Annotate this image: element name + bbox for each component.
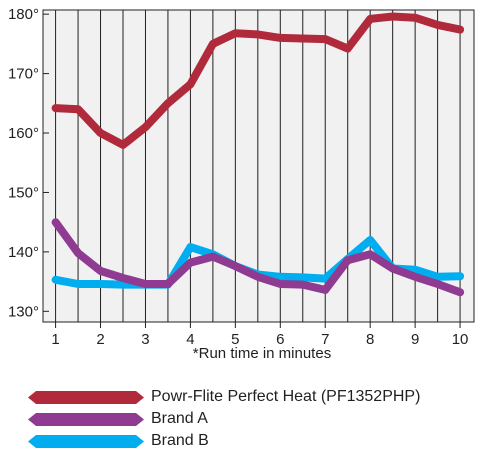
x-tick-label-5: 6	[276, 331, 284, 348]
legend-swatch-series-0	[28, 390, 144, 404]
legend-label-series-0: Powr-Flite Perfect Heat (PF1352PHP)	[151, 388, 421, 405]
series-line-1	[51, 218, 465, 297]
x-tick-label-0: 1	[51, 331, 59, 348]
x-tick-label-2: 3	[141, 331, 149, 348]
y-tick-label-3: 160°	[8, 125, 39, 142]
series-lines	[51, 12, 465, 297]
x-tick-label-8: 9	[411, 331, 419, 348]
legend-label-series-2: Brand B	[151, 432, 209, 449]
x-tick-label-7: 8	[366, 331, 374, 348]
y-axis: 130° 140° 150° 160° 170° 180°	[8, 6, 49, 320]
legend-label-series-1: Brand A	[151, 410, 208, 427]
x-tick-label-9: 10	[452, 331, 469, 348]
legend-swatch-series-2	[28, 434, 144, 448]
y-tick-label-0: 130°	[8, 303, 39, 320]
legend-item-series-1: Brand A	[28, 408, 420, 430]
x-tick-label-6: 7	[321, 331, 329, 348]
y-tick-label-1: 140°	[8, 244, 39, 261]
x-axis-label: *Run time in minutes	[193, 345, 331, 362]
y-tick-label-5: 180°	[8, 6, 39, 23]
x-tick-label-4: 5	[231, 331, 239, 348]
x-axis: 1 2 3 4 5 6 7 8 9 10	[51, 322, 468, 348]
line-chart: 130° 140° 150° 160° 170° 180° 1 2 3 4 5 6 7 8 9 10 *Ru…	[8, 6, 475, 362]
legend-item-series-2: Brand B	[28, 430, 420, 452]
plot-border	[42, 9, 475, 323]
series-line-0	[51, 12, 465, 149]
legend-swatch-series-1	[28, 412, 144, 426]
y-tick-label-2: 150°	[8, 184, 39, 201]
grid-lines	[55, 10, 461, 322]
legend-item-series-0: Powr-Flite Perfect Heat (PF1352PHP)	[28, 386, 420, 408]
legend: Powr-Flite Perfect Heat (PF1352PHP) Bran…	[28, 386, 420, 452]
y-tick-label-4: 170°	[8, 66, 39, 83]
x-tick-label-1: 2	[96, 331, 104, 348]
x-tick-label-3: 4	[186, 331, 194, 348]
